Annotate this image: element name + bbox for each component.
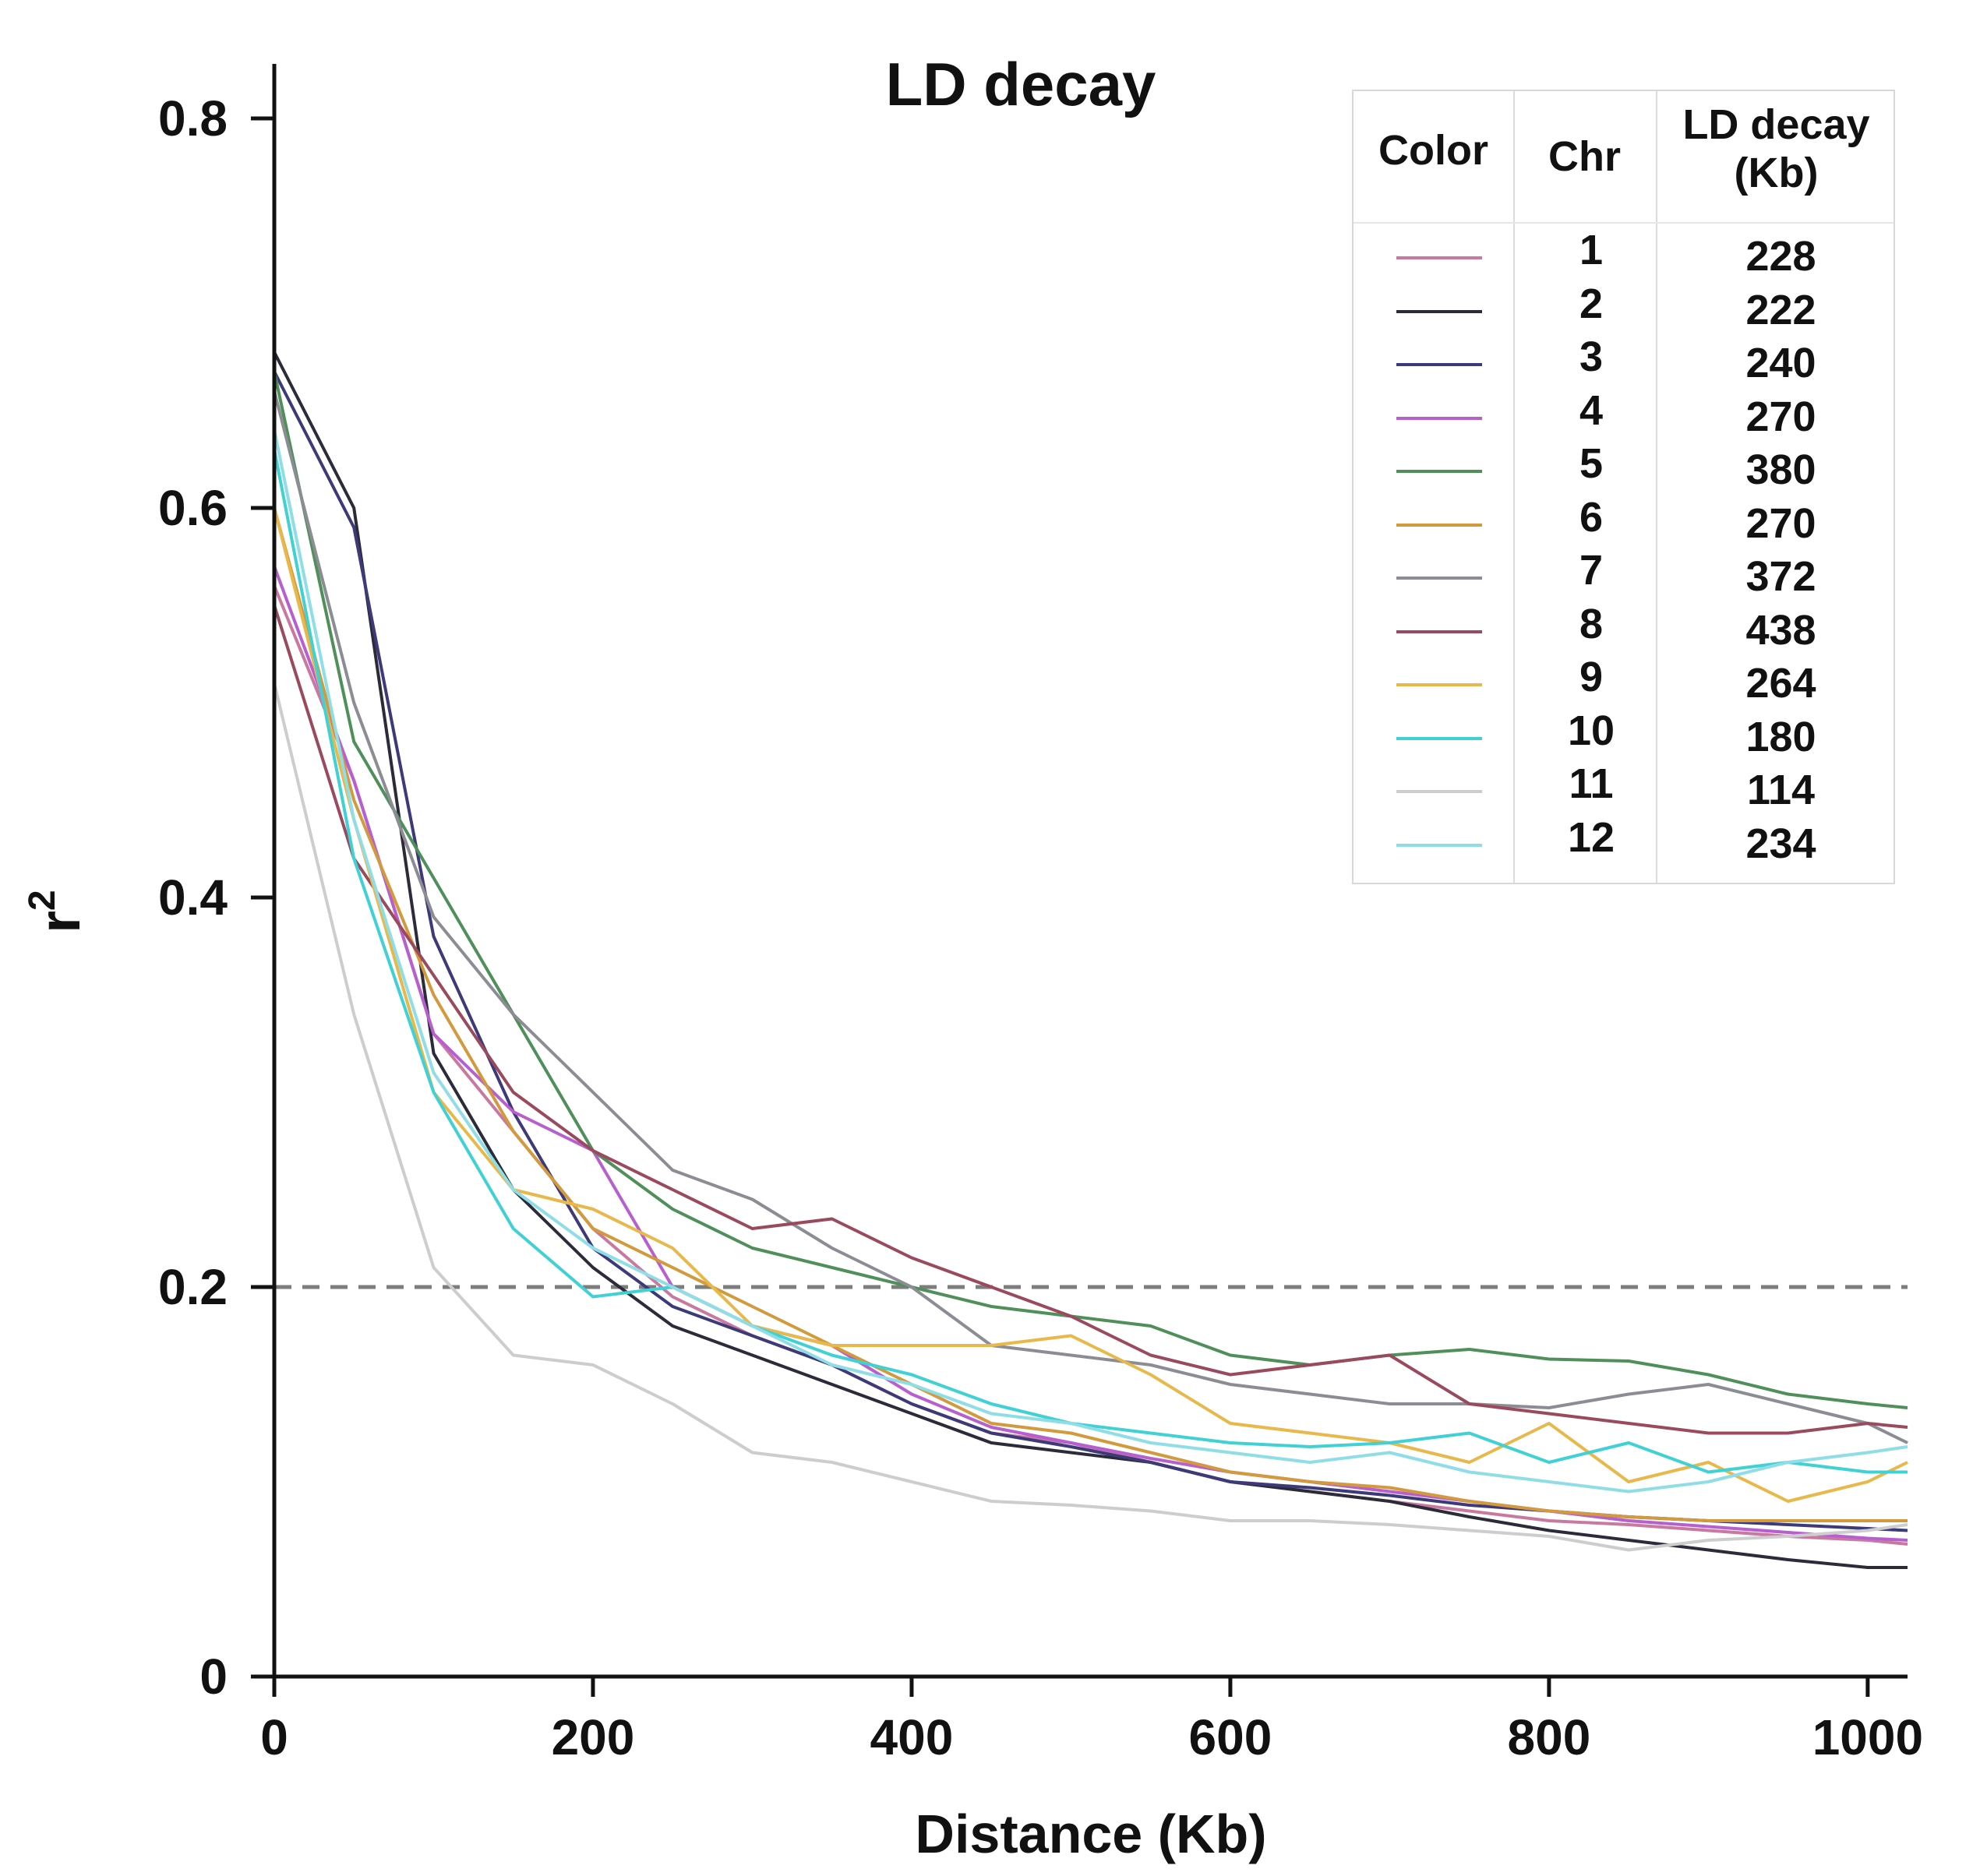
y-axis-label-superscript: 2 xyxy=(22,890,63,911)
series-line-chr-5 xyxy=(273,371,1908,1409)
legend-header-color: Color xyxy=(1378,127,1488,174)
x-tick-label: 200 xyxy=(552,1709,635,1765)
legend-row: 2 222 xyxy=(1354,280,1897,338)
legend-chr: 8 xyxy=(1579,600,1604,647)
legend-chr: 3 xyxy=(1579,333,1604,380)
svg-text:r2: r2 xyxy=(22,890,92,933)
x-tick-label: 1000 xyxy=(1812,1709,1923,1765)
legend-decay-value: 228 xyxy=(1745,233,1816,280)
legend-row: 9 264 xyxy=(1354,654,1897,711)
legend-header-decay-line1: LD decay xyxy=(1682,101,1870,148)
series-line-chr-12 xyxy=(273,429,1908,1493)
legend-row: 1 228 xyxy=(1354,227,1897,284)
x-tick-label: 600 xyxy=(1189,1709,1272,1765)
chart-title: LD decay xyxy=(886,50,1156,118)
legend-swatch xyxy=(1396,470,1482,473)
legend-header-chr: Chr xyxy=(1548,133,1621,180)
x-tick-label: 0 xyxy=(260,1709,288,1765)
y-tick-label: 0.2 xyxy=(158,1259,228,1315)
legend-decay-value: 240 xyxy=(1745,340,1816,386)
y-tick-label: 0 xyxy=(199,1649,228,1705)
legend-chr: 9 xyxy=(1579,654,1604,700)
legend-swatch xyxy=(1396,363,1482,366)
series-group xyxy=(273,351,1908,1569)
y-tick-label: 0.4 xyxy=(158,869,228,926)
legend-table: Color Chr LD decay (Kb) 1 228 2 222 3 240 4 270… xyxy=(1352,90,1895,884)
x-tick-label: 400 xyxy=(870,1709,954,1765)
y-axis-label-base: r xyxy=(27,911,92,933)
legend-decay-value: 264 xyxy=(1745,660,1816,707)
legend-row: 3 240 xyxy=(1354,333,1897,391)
legend-header-decay: LD decay (Kb) xyxy=(1656,100,1897,197)
legend-row: 7 372 xyxy=(1354,547,1897,605)
legend-row: 11 114 xyxy=(1354,760,1897,818)
series-line-chr-6 xyxy=(273,507,1908,1522)
series-line-chr-9 xyxy=(273,507,1908,1503)
legend-swatch xyxy=(1396,736,1482,740)
legend-decay-value: 234 xyxy=(1745,820,1816,867)
legend-row: 10 180 xyxy=(1354,707,1897,765)
legend-swatch xyxy=(1396,577,1482,580)
x-axis-label: Distance (Kb) xyxy=(915,1804,1266,1864)
legend-swatch xyxy=(1396,256,1482,259)
legend-chr: 7 xyxy=(1579,547,1604,594)
legend-decay-value: 222 xyxy=(1745,286,1816,333)
legend-chr: 11 xyxy=(1569,760,1614,807)
legend-row: 8 438 xyxy=(1354,601,1897,658)
legend-decay-value: 372 xyxy=(1745,553,1816,600)
legend-swatch xyxy=(1396,629,1482,633)
legend-swatch xyxy=(1396,309,1482,313)
x-ticks: 0 200 400 600 800 1000 xyxy=(260,1677,1923,1765)
legend-decay-value: 270 xyxy=(1745,393,1816,440)
y-axis-label: r2 xyxy=(22,890,92,933)
legend-decay-value: 180 xyxy=(1745,713,1816,760)
legend-chr: 10 xyxy=(1567,707,1615,754)
y-tick-label: 0.6 xyxy=(158,480,228,536)
series-line-chr-7 xyxy=(273,390,1908,1444)
series-line-chr-8 xyxy=(273,605,1908,1435)
legend-row: 12 234 xyxy=(1354,814,1897,872)
legend-swatch xyxy=(1396,843,1482,847)
legend-row: 6 270 xyxy=(1354,494,1897,552)
legend-decay-value: 270 xyxy=(1745,499,1816,547)
legend-chr: 12 xyxy=(1567,813,1615,861)
series-line-chr-11 xyxy=(273,682,1908,1552)
legend-decay-value: 114 xyxy=(1746,767,1816,813)
legend-chr: 1 xyxy=(1579,227,1604,273)
legend-decay-value: 438 xyxy=(1745,606,1816,654)
y-ticks: 0 0.2 0.4 0.6 0.8 xyxy=(158,90,274,1705)
legend-swatch xyxy=(1396,416,1482,420)
legend-row: 4 270 xyxy=(1354,387,1897,445)
series-line-chr-10 xyxy=(273,449,1908,1474)
y-tick-label: 0.8 xyxy=(158,90,228,146)
legend-header-decay-line2: (Kb) xyxy=(1734,150,1819,196)
legend-chr: 6 xyxy=(1579,493,1604,541)
legend-swatch xyxy=(1396,523,1482,527)
legend-swatch xyxy=(1396,790,1482,793)
legend-chr: 5 xyxy=(1579,440,1604,487)
legend-decay-value: 380 xyxy=(1745,446,1816,493)
legend-swatch xyxy=(1396,683,1482,686)
legend-row: 5 380 xyxy=(1354,440,1897,498)
legend-chr: 2 xyxy=(1579,280,1604,327)
series-line-chr-4 xyxy=(273,566,1908,1542)
legend-chr: 4 xyxy=(1579,386,1604,434)
x-tick-label: 800 xyxy=(1508,1709,1591,1765)
